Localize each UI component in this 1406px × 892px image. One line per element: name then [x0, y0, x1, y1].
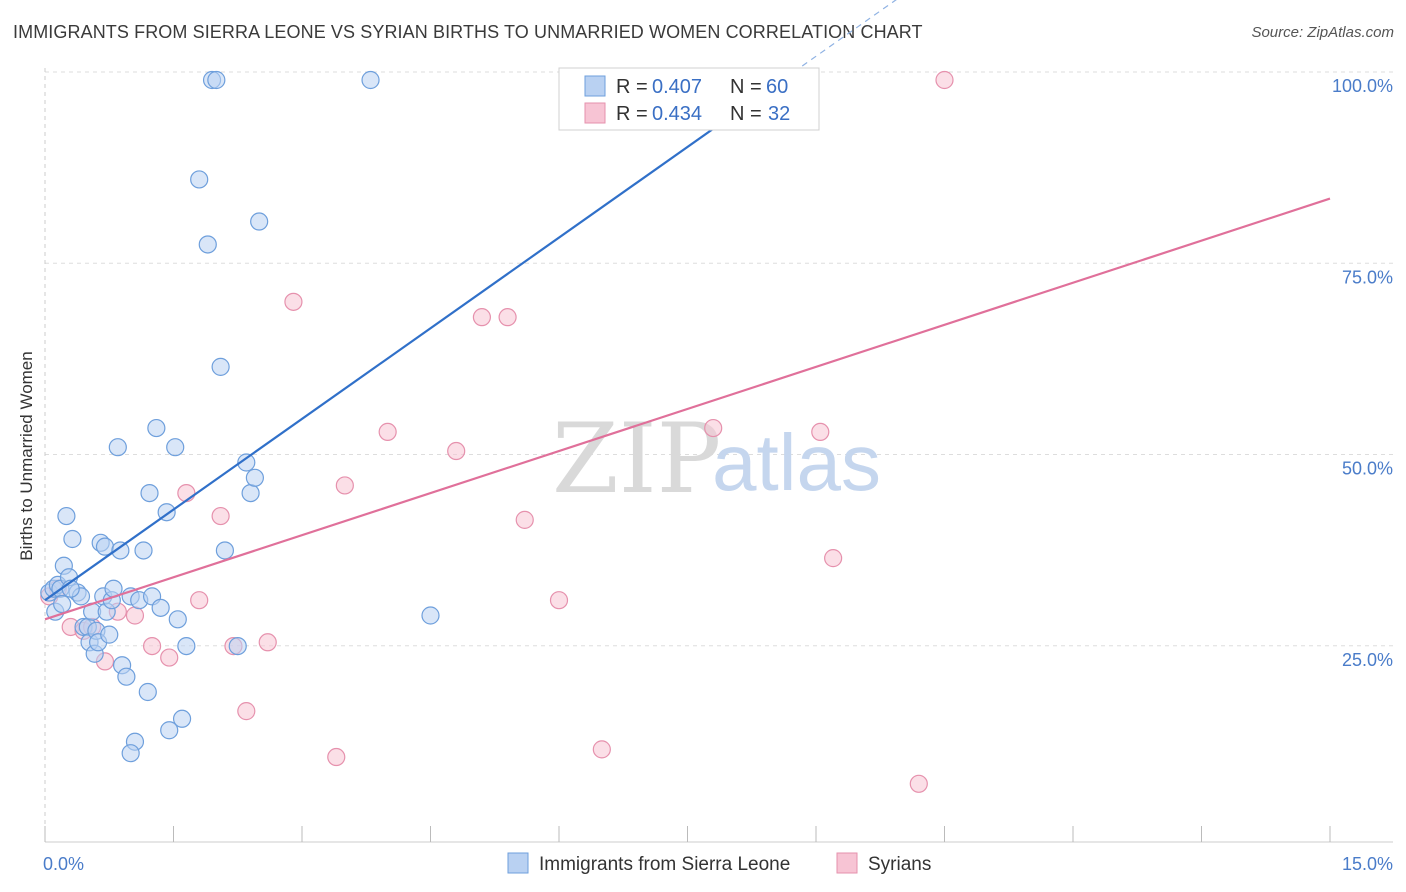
- point-sierra-leone-7: [57, 506, 76, 526]
- point-syrians-18: [335, 476, 354, 495]
- legend-r-value-2: 0.434: [652, 103, 702, 125]
- point-sierra-leone-26: [108, 438, 127, 457]
- legend-n-label-1: N =: [730, 76, 762, 98]
- point-sierra-leone-48: [211, 357, 230, 376]
- y-tick-label-50: 50.0%: [1342, 459, 1393, 479]
- point-syrians-12: [211, 506, 230, 526]
- y-tick-label-25: 25.0%: [1342, 650, 1393, 670]
- point-syrians-26: [704, 418, 723, 438]
- watermark: ZIP atlas: [552, 403, 881, 515]
- point-sierra-leone-50: [228, 636, 247, 656]
- series-syrians: [40, 70, 954, 793]
- point-sierra-leone-38: [151, 598, 170, 617]
- point-syrians-17: [327, 747, 346, 767]
- point-syrians-19: [378, 422, 397, 441]
- legend-n-label-2: N =: [730, 103, 762, 125]
- legend-swatch-blue: [584, 75, 606, 97]
- watermark-atlas: atlas: [712, 418, 881, 507]
- point-sierra-leone-40: [160, 721, 179, 740]
- point-syrians-23: [515, 510, 534, 529]
- point-sierra-leone-43: [172, 709, 192, 728]
- point-sierra-leone-57: [207, 70, 226, 90]
- point-sierra-leone-55: [121, 744, 140, 763]
- point-sierra-leone-29: [117, 667, 136, 686]
- point-sierra-leone-9: [63, 529, 82, 549]
- trend-line-syrians: [44, 197, 1331, 621]
- point-syrians-7: [125, 606, 145, 625]
- bottom-legend-label-1: Immigrants from Sierra Leone: [539, 854, 790, 875]
- point-syrians-25: [592, 740, 611, 759]
- point-sierra-leone-53: [245, 468, 264, 487]
- point-syrians-29: [824, 549, 843, 568]
- point-syrians-9: [160, 648, 179, 667]
- point-sierra-leone-44: [177, 636, 196, 656]
- series-sierra-leone: [40, 70, 440, 763]
- y-tick-label-100: 100.0%: [1332, 76, 1393, 96]
- point-syrians-30: [909, 774, 928, 793]
- point-syrians-8: [142, 636, 162, 656]
- legend-r-label-1: R =: [616, 76, 648, 98]
- x-tick-label-min: 0.0%: [43, 854, 84, 874]
- point-sierra-leone-59: [421, 606, 440, 625]
- point-sierra-leone-34: [138, 682, 157, 702]
- watermark-zip: ZIP: [552, 403, 721, 515]
- point-syrians-14: [237, 702, 256, 721]
- point-syrians-11: [190, 591, 209, 610]
- bottom-legend-label-2: Syrians: [868, 854, 931, 875]
- axes: [44, 68, 1393, 843]
- point-syrians-22: [498, 308, 517, 327]
- grid-lines: [45, 71, 1393, 647]
- legend-n-value-2: 32: [768, 103, 790, 125]
- point-syrians-10: [177, 484, 196, 503]
- y-tick-label-75: 75.0%: [1342, 267, 1393, 287]
- point-sierra-leone-35: [140, 484, 159, 503]
- point-syrians-28: [811, 422, 830, 441]
- legend-n-value-1: 60: [766, 76, 788, 98]
- x-tick-label-max: 15.0%: [1342, 854, 1393, 874]
- tick-labels: 25.0% 50.0% 75.0% 100.0% 0.0% 15.0%: [43, 76, 1393, 874]
- source-label: Source: ZipAtlas.com: [1251, 24, 1394, 41]
- point-sierra-leone-46: [198, 235, 217, 254]
- chart-title: IMMIGRANTS FROM SIERRA LEONE VS SYRIAN B…: [13, 22, 923, 42]
- trend-line-sierra-leone: [44, 115, 731, 602]
- point-syrians-16: [284, 292, 303, 311]
- point-sierra-leone-37: [147, 418, 166, 438]
- point-sierra-leone-51: [237, 453, 256, 472]
- point-sierra-leone-45: [190, 170, 209, 189]
- point-sierra-leone-58: [361, 70, 380, 90]
- point-sierra-leone-42: [168, 610, 187, 629]
- legend-r-label-2: R =: [616, 103, 648, 125]
- bottom-legend-swatch-pink: [836, 852, 858, 874]
- series-legend: Immigrants from Sierra Leone Syrians: [507, 852, 931, 875]
- point-sierra-leone-33: [134, 541, 153, 560]
- point-sierra-leone-49: [215, 541, 234, 560]
- point-syrians-20: [447, 441, 466, 461]
- bottom-legend-swatch-blue: [507, 852, 529, 874]
- legend-r-value-1: 0.407: [652, 76, 702, 98]
- legend-swatch-pink: [584, 102, 606, 124]
- point-sierra-leone-27: [111, 541, 130, 560]
- point-sierra-leone-52: [241, 484, 260, 503]
- point-sierra-leone-23: [100, 625, 119, 644]
- point-sierra-leone-41: [166, 438, 185, 457]
- point-sierra-leone-54: [250, 212, 269, 231]
- point-syrians-31: [935, 70, 954, 90]
- point-syrians-24: [549, 591, 569, 610]
- y-axis-label: Births to Unmarried Women: [17, 351, 36, 560]
- point-syrians-21: [472, 308, 491, 327]
- point-sierra-leone-5: [53, 594, 72, 614]
- correlation-legend: R = 0.407 N = 60 R = 0.434 N = 32: [558, 67, 820, 131]
- point-syrians-15: [258, 633, 277, 652]
